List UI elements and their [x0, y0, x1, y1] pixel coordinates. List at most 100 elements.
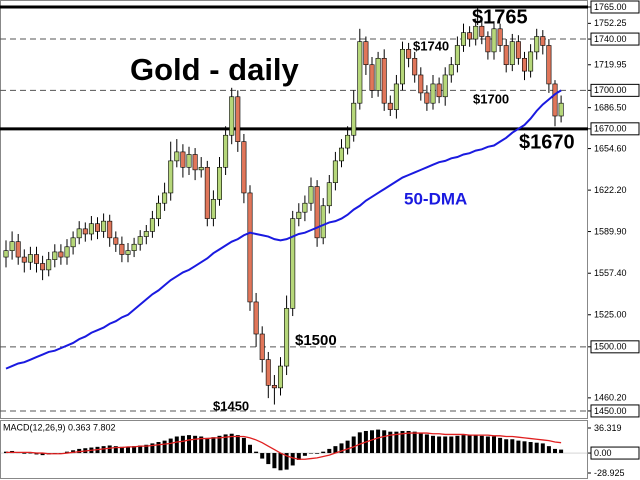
- candle-body: [70, 237, 76, 248]
- y-tick-box: [590, 446, 640, 460]
- series-label: 50-DMA: [404, 189, 467, 208]
- candle-body: [52, 251, 58, 260]
- candle-body: [95, 223, 101, 232]
- macd-bar: [235, 435, 240, 454]
- candle-body: [27, 254, 33, 263]
- candle-body: [162, 192, 168, 204]
- macd-bar: [40, 453, 45, 456]
- macd-bar: [431, 435, 435, 454]
- candle-body: [497, 28, 503, 46]
- candle-body: [546, 45, 552, 85]
- candle-body: [277, 365, 283, 389]
- candle-body: [271, 384, 277, 389]
- candle-body: [345, 134, 351, 149]
- macd-bar: [248, 444, 252, 454]
- candle-body: [265, 359, 271, 386]
- candle-body: [198, 166, 204, 171]
- macd-bar: [418, 433, 423, 454]
- candle-body: [552, 83, 558, 117]
- candle-body: [363, 41, 369, 66]
- candle-body: [235, 96, 241, 142]
- macd-bar: [34, 453, 39, 455]
- macd-bar: [113, 446, 118, 454]
- macd-bar: [485, 436, 490, 454]
- y-tick-label: 1740.00: [594, 34, 627, 44]
- macd-bar: [168, 438, 173, 454]
- macd-bar: [28, 453, 33, 454]
- level-label: $1500: [295, 332, 337, 349]
- candle-body: [558, 102, 564, 117]
- macd-bar: [492, 436, 496, 454]
- y-tick-label: 1719.95: [594, 60, 627, 70]
- macd-bar: [266, 453, 271, 465]
- macd-bar: [510, 439, 515, 454]
- candle-body: [430, 83, 436, 104]
- y-tick-box: [590, 0, 640, 14]
- y-tick-label: 1460.20: [594, 393, 627, 403]
- y-tick-label: -28.925: [594, 468, 625, 478]
- macd-bar: [339, 443, 344, 454]
- candle-body: [424, 92, 430, 104]
- macd-bar: [546, 446, 551, 454]
- candle-body: [229, 96, 235, 136]
- macd-bar: [241, 437, 246, 454]
- macd-bar: [394, 431, 399, 454]
- candle-body: [9, 241, 15, 251]
- macd-bar: [370, 430, 374, 454]
- candle-body: [3, 250, 9, 258]
- macd-bar: [187, 435, 191, 454]
- candle-body: [448, 64, 454, 76]
- price-panel: [0, 0, 588, 419]
- candle-body: [217, 166, 223, 200]
- candle-body: [369, 64, 375, 91]
- macd-bar: [528, 442, 533, 454]
- y-tick-label: 1557.40: [594, 268, 627, 278]
- ma-line: [5, 89, 562, 370]
- candle-body: [399, 49, 405, 85]
- candle-body: [326, 182, 332, 207]
- candle-body: [485, 36, 491, 53]
- macd-bar: [412, 431, 417, 454]
- macd-bar: [119, 446, 124, 454]
- candle-body: [387, 102, 393, 110]
- macd-bar: [156, 442, 161, 454]
- macd-bar: [132, 446, 137, 454]
- macd-bar: [284, 453, 289, 470]
- macd-bar: [540, 443, 545, 454]
- candle-body: [418, 74, 424, 94]
- candle-body: [58, 251, 64, 258]
- candle-body: [412, 57, 418, 76]
- macd-bar: [467, 435, 472, 454]
- y-tick-box: [590, 32, 640, 46]
- candle-body: [168, 160, 174, 194]
- candle-body: [241, 141, 247, 194]
- candle-body: [442, 74, 448, 98]
- macd-bar: [309, 453, 313, 454]
- macd-bar: [217, 435, 222, 454]
- macd-bar: [101, 446, 106, 454]
- candle-body: [137, 236, 143, 245]
- macd-title: MACD(12,26,9) 0.363 7.802: [3, 422, 116, 432]
- y-tick-box: [590, 83, 640, 97]
- macd-bar: [443, 436, 448, 454]
- macd-bar: [516, 440, 521, 454]
- candle-body: [406, 49, 412, 59]
- candle-body: [460, 32, 466, 46]
- macd-bar: [553, 448, 557, 454]
- candle-body: [192, 154, 198, 171]
- y-tick-label: 1700.00: [594, 85, 627, 95]
- macd-bar: [205, 437, 210, 454]
- candle-body: [357, 41, 363, 104]
- candle-body: [33, 254, 39, 264]
- candle-body: [351, 102, 357, 136]
- candle-body: [143, 231, 149, 237]
- macd-bar: [199, 436, 204, 454]
- candle-body: [113, 237, 119, 245]
- candle-body: [223, 134, 229, 168]
- macd-bar: [473, 435, 478, 454]
- candle-body: [107, 220, 113, 239]
- macd-bar: [437, 436, 442, 454]
- candle-body: [503, 45, 509, 66]
- candle-body: [253, 301, 259, 335]
- macd-bar: [126, 446, 130, 454]
